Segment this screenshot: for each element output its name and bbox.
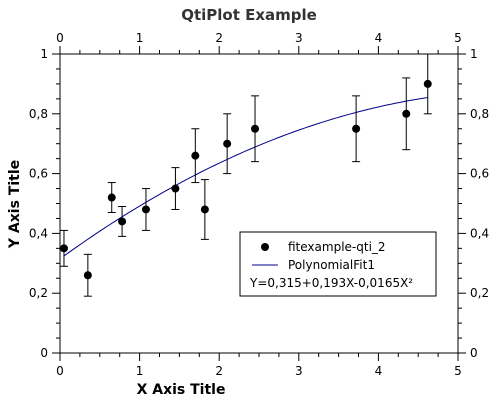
- plot-frame: [59, 53, 459, 354]
- data-point: [59, 229, 68, 267]
- x-tick-label-top: 4: [375, 31, 383, 45]
- x-tick-label-top: 1: [136, 31, 144, 45]
- y-tick-label-right: 0,4: [470, 226, 489, 240]
- data-point: [107, 182, 116, 213]
- x-tick-label: 1: [136, 364, 144, 378]
- legend: fitexample-qti_2 PolynomialFit1 Y=0,315+0,…: [239, 231, 437, 297]
- y-tick-label: 0,6: [29, 167, 48, 181]
- marker: [118, 217, 127, 226]
- y-tick-label-right: 0,2: [470, 286, 489, 300]
- marker: [423, 79, 432, 88]
- y-tick-label: 0,4: [29, 226, 48, 240]
- data-point: [191, 128, 200, 184]
- y-axis-title: Y Axis Title: [7, 160, 23, 249]
- x-tick-label-top: 5: [454, 31, 462, 45]
- data-points-layer: [59, 53, 432, 297]
- y-tick-label: 0,8: [29, 107, 48, 121]
- data-point: [83, 253, 92, 297]
- y-tick-label: 0: [40, 346, 48, 360]
- y-tick-label-right: 0,8: [470, 107, 489, 121]
- x-tick-label-top: 3: [295, 31, 303, 45]
- legend-marker: [261, 243, 269, 251]
- fit-curve-layer: [63, 97, 428, 257]
- data-point: [223, 113, 232, 175]
- marker: [223, 139, 232, 148]
- legend-label-data: fitexample-qti_2: [288, 240, 386, 254]
- x-tick-label: 5: [454, 364, 462, 378]
- fit-curve: [63, 97, 428, 257]
- data-point: [118, 205, 127, 237]
- marker: [251, 124, 260, 133]
- legend-equation: Y=0,315+0,193X-0,0165X²: [249, 276, 413, 290]
- data-point: [352, 95, 361, 163]
- legend-box: [239, 231, 437, 297]
- x-tick-label-top: 2: [215, 31, 223, 45]
- marker: [191, 151, 200, 160]
- legend-label-fit: PolynomialFit1: [288, 258, 375, 272]
- data-point: [171, 167, 180, 210]
- x-tick-label: 3: [295, 364, 303, 378]
- data-point: [402, 77, 411, 151]
- x-axis-title: X Axis Title: [137, 382, 226, 398]
- data-point: [141, 188, 150, 231]
- y-tick-label: 1: [40, 47, 48, 61]
- marker: [171, 184, 180, 193]
- x-tick-label: 2: [215, 364, 223, 378]
- marker: [83, 271, 92, 280]
- chart-title: QtiPlot Example: [181, 6, 317, 24]
- data-point: [423, 53, 432, 115]
- marker: [107, 193, 116, 202]
- x-tick-label-top: 0: [56, 31, 64, 45]
- marker: [200, 205, 209, 214]
- marker: [59, 244, 68, 253]
- data-point: [200, 179, 209, 240]
- data-point: [251, 95, 260, 163]
- marker: [402, 109, 411, 118]
- x-tick-label: 0: [56, 364, 64, 378]
- marker: [352, 124, 361, 133]
- y-tick-label-right: 1: [470, 47, 478, 61]
- y-tick-label-right: 0,6: [470, 167, 489, 181]
- y-tick-label: 0,2: [29, 286, 48, 300]
- y-tick-label-right: 0: [470, 346, 478, 360]
- marker: [141, 205, 150, 214]
- x-tick-label: 4: [375, 364, 383, 378]
